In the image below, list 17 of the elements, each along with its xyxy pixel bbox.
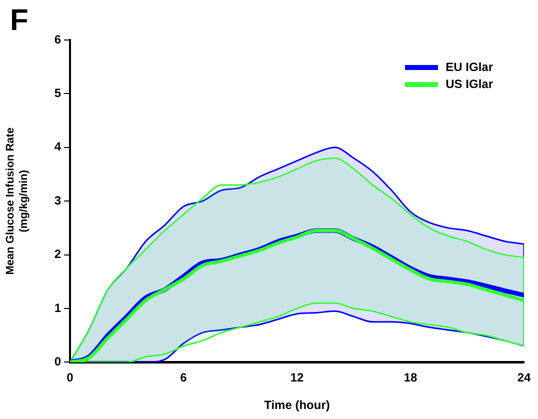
x-tick-label: 12 <box>290 370 304 385</box>
x-tick-label: 24 <box>517 370 531 385</box>
y-tick-label: 2 <box>54 247 62 262</box>
legend-label: US IGlar <box>446 77 493 91</box>
x-axis-title: Time (hour) <box>264 398 330 412</box>
y-tick-label: 6 <box>54 32 62 46</box>
y-axis-title: Mean Glucose Infusion Rate (mg/kg/min) <box>4 127 30 275</box>
y-tick-label: 4 <box>54 140 62 154</box>
y-tick-label: 1 <box>54 300 62 315</box>
text: F <box>10 4 28 38</box>
y-tick-label: 0 <box>54 354 62 369</box>
x-tick-label: 0 <box>66 370 74 385</box>
legend-label: EU IGlar <box>446 60 493 74</box>
y-tick-label: 3 <box>54 193 62 208</box>
x-tick-label: 6 <box>180 370 188 385</box>
x-tick-label: 18 <box>404 370 418 385</box>
y-tick-label: 5 <box>54 86 62 100</box>
